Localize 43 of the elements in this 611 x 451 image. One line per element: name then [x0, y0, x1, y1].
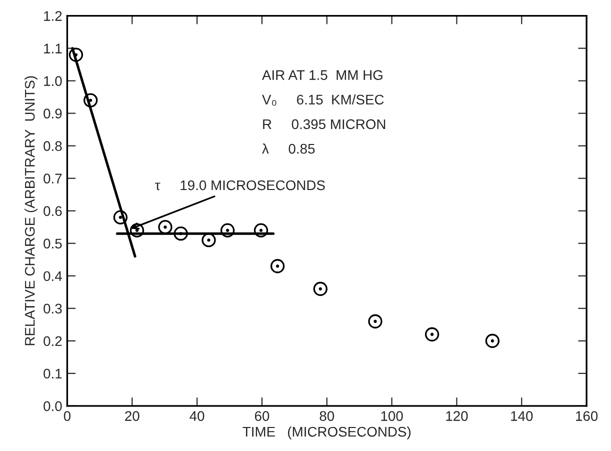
y-tick-label: 0.6 [44, 206, 62, 216]
x-tick-label: 40 [190, 411, 204, 421]
x-axis-title: TIME (MICROSECONDS) [242, 426, 411, 440]
point [368, 314, 382, 328]
y-tick-label: 1.2 [44, 11, 62, 21]
point [254, 223, 268, 238]
x-tick-label: 140 [511, 411, 533, 421]
x-tick-label: 120 [446, 411, 468, 421]
point [158, 220, 172, 234]
y-tick-label: 0.2 [44, 336, 62, 346]
y-tick-label: 0.7 [44, 174, 62, 184]
y-tick-label: 0.0 [44, 401, 62, 412]
x-tick-label: 100 [381, 411, 403, 421]
y-tick-label: 1.1 [44, 44, 62, 54]
annotation: AIR AT 1.5 MM HG [262, 70, 382, 80]
point [68, 48, 84, 62]
point [113, 210, 128, 224]
point [485, 334, 500, 348]
annotation: V₀ 6.15 KM/SEC [262, 94, 384, 106]
x-tick-label: 160 [576, 411, 598, 421]
y-tick-label: 0.5 [44, 238, 62, 249]
point [313, 282, 328, 296]
x-tick-label: 20 [125, 411, 140, 421]
point [174, 226, 188, 241]
point [424, 327, 440, 342]
point [202, 233, 216, 248]
point [270, 259, 285, 274]
x-tick-label: 60 [254, 411, 270, 421]
point [220, 223, 235, 238]
point [83, 93, 98, 108]
y-tick-label: 0.8 [44, 141, 62, 151]
y-tick-label: 1.0 [44, 76, 62, 86]
y-tick-label: 0.4 [44, 271, 62, 282]
annotation: τ 19.0 MICROSECONDS [155, 180, 325, 190]
y-tick-label: 0.9 [44, 108, 62, 118]
x-tick-label: 0 [64, 411, 71, 421]
y-tick-label: 0.1 [44, 368, 62, 379]
point [130, 223, 144, 238]
x-tick-label: 80 [320, 411, 334, 421]
annotation: λ 0.85 [262, 144, 315, 154]
annotation: R 0.395 MICRON [263, 119, 386, 130]
y-tick-label: 0.3 [44, 304, 62, 314]
y-axis-title: RELATIVE CHARGE (ARBITRARY UNITS) [24, 76, 38, 346]
